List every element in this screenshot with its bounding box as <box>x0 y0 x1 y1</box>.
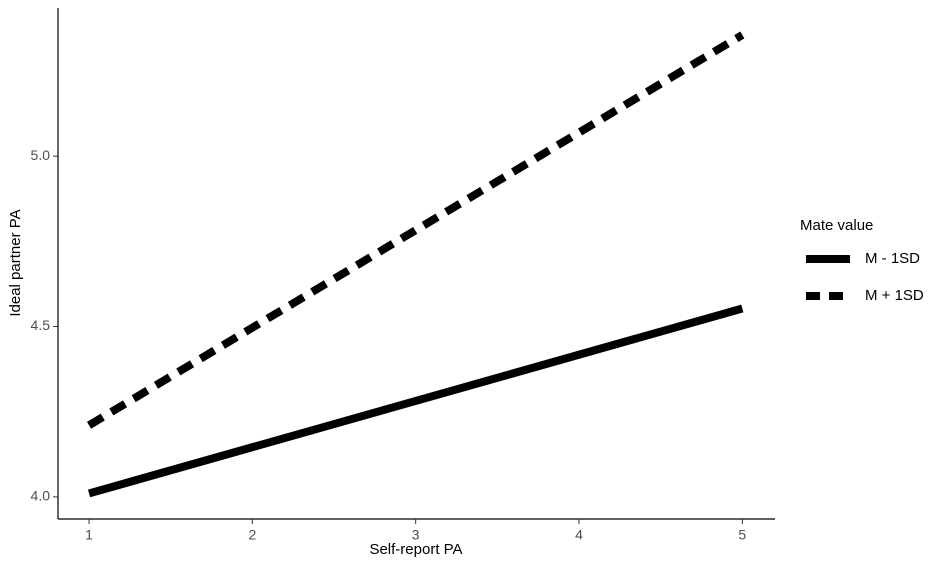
y-tick-label: 4.5 <box>31 317 51 333</box>
x-tick-label: 1 <box>85 527 93 543</box>
legend-label: M + 1SD <box>865 287 924 304</box>
x-tick-label: 4 <box>575 527 583 543</box>
x-axis-title: Self-report PA <box>369 541 462 558</box>
series-line <box>86 31 745 429</box>
legend-title: Mate value <box>800 217 873 234</box>
series-line <box>87 304 744 498</box>
y-tick-label: 4.0 <box>31 488 51 504</box>
y-tick-label: 5.0 <box>31 147 51 163</box>
x-tick-label: 5 <box>738 527 746 543</box>
legend-label: M - 1SD <box>865 250 920 267</box>
x-tick-label: 2 <box>248 527 256 543</box>
x-tick-label: 3 <box>412 527 420 543</box>
y-axis-title: Ideal partner PA <box>7 209 24 316</box>
